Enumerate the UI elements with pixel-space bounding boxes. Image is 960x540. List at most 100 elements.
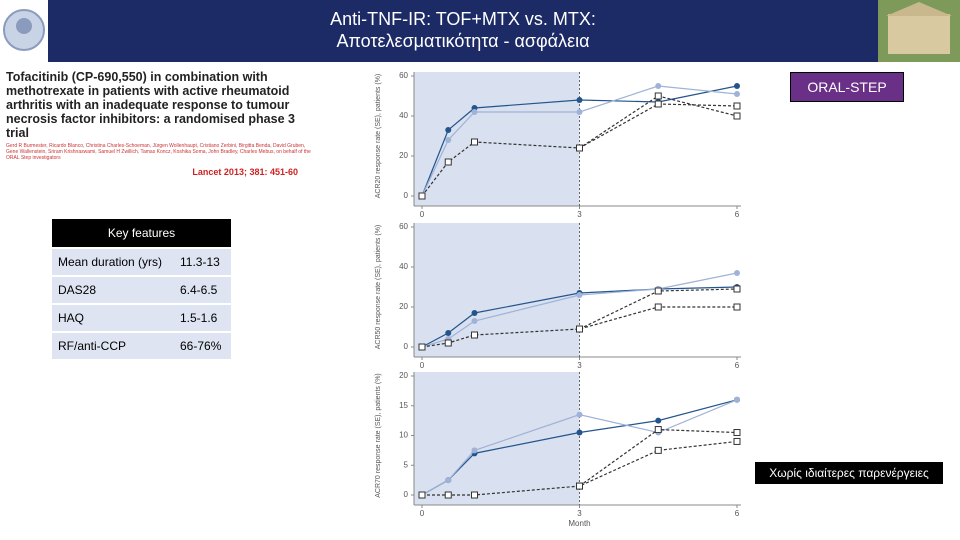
point xyxy=(654,426,662,434)
article-citation: Lancet 2013; 381: 451-60 xyxy=(192,167,298,177)
point xyxy=(733,112,741,120)
series-line xyxy=(421,95,738,197)
logo-right xyxy=(878,0,960,62)
x-tick-label: 3 xyxy=(577,210,582,219)
header-title: Αποτελεσματικότητα - ασφάλεια xyxy=(336,31,590,51)
point xyxy=(576,325,583,333)
table-row: HAQ 1.5-1.6 xyxy=(52,305,231,331)
point xyxy=(471,109,478,115)
y-tick-label: 10 xyxy=(399,431,408,440)
point xyxy=(733,429,741,437)
point xyxy=(471,447,478,454)
series-line xyxy=(421,85,738,197)
point xyxy=(576,482,583,490)
header-title: Anti-TNF-IR: TOF+MTX vs. MTX: xyxy=(330,9,596,29)
x-tick-label: 3 xyxy=(577,361,582,370)
y-tick-label: 15 xyxy=(399,401,408,410)
point xyxy=(418,192,426,200)
point xyxy=(655,417,662,424)
article: Tofacitinib (CP-690,550) in combination … xyxy=(6,70,316,177)
x-tick-label: 0 xyxy=(420,210,425,219)
point xyxy=(576,292,583,298)
x-tick-label: 6 xyxy=(735,210,740,219)
y-tick-label: 20 xyxy=(399,151,408,160)
y-axis-label: ACR20 response rate (SE), patients (%) xyxy=(375,74,382,199)
series-line xyxy=(579,428,738,487)
point xyxy=(576,429,583,436)
header: Anti-TNF-IR: TOF+MTX vs. MTX: Αποτελεσμα… xyxy=(48,0,878,62)
x-tick-label: 0 xyxy=(420,361,425,370)
x-tick-label: 0 xyxy=(420,509,425,518)
article-authors: Gerd R Burmester, Ricardo Blanco, Christ… xyxy=(6,143,311,161)
point xyxy=(654,446,662,454)
y-tick-label: 0 xyxy=(404,191,409,200)
x-tick-label: 6 xyxy=(735,361,740,370)
point xyxy=(734,396,740,403)
y-tick-label: 20 xyxy=(399,371,408,380)
point xyxy=(734,91,740,97)
table-value: 1.5-1.6 xyxy=(174,305,231,331)
y-tick-label: 40 xyxy=(399,262,408,271)
point xyxy=(734,83,740,89)
table-row: RF/anti-CCP 66-76% xyxy=(52,333,231,359)
plot-shade xyxy=(414,223,580,357)
point xyxy=(576,144,583,152)
point xyxy=(445,127,452,133)
key-features-table: Key features Mean duration (yrs) 11.3-13 D… xyxy=(52,217,231,361)
point xyxy=(418,491,426,499)
plot-shade xyxy=(414,72,580,206)
point xyxy=(733,437,741,445)
badge: ORAL-STEP xyxy=(790,72,904,102)
point xyxy=(654,92,662,100)
series-line xyxy=(421,306,737,348)
point xyxy=(654,287,662,295)
series-line xyxy=(421,85,738,197)
point xyxy=(576,109,583,115)
x-tick-label: 3 xyxy=(577,509,582,518)
point xyxy=(655,83,662,89)
point xyxy=(471,331,478,339)
table-label: Mean duration (yrs) xyxy=(52,249,174,275)
point xyxy=(444,491,452,499)
point xyxy=(654,303,662,311)
table-row: Mean duration (yrs) 11.3-13 xyxy=(52,249,231,275)
table-value: 6.4-6.5 xyxy=(174,277,231,303)
point xyxy=(471,491,478,499)
y-tick-label: 40 xyxy=(399,111,408,120)
note: Χωρίς ιδιαίτερες παρενέργειες xyxy=(755,462,943,484)
point xyxy=(576,97,583,103)
point xyxy=(654,100,662,108)
table-label: HAQ xyxy=(52,305,174,331)
table-value: 66-76% xyxy=(174,333,231,359)
point xyxy=(733,102,741,110)
x-axis-label: Month xyxy=(568,519,590,528)
point xyxy=(444,339,452,347)
point xyxy=(444,158,452,166)
table-value: 11.3-13 xyxy=(174,249,231,275)
point xyxy=(576,411,583,418)
point xyxy=(734,270,740,276)
table-label: RF/anti-CCP xyxy=(52,333,174,359)
point xyxy=(445,330,452,336)
y-tick-label: 0 xyxy=(404,490,409,499)
series-line xyxy=(421,399,738,496)
point xyxy=(445,137,452,143)
logo-left xyxy=(3,9,45,51)
point xyxy=(471,310,478,316)
table-header: Key features xyxy=(52,219,231,247)
series-line xyxy=(422,440,738,496)
y-tick-label: 60 xyxy=(399,71,408,80)
point xyxy=(471,138,478,146)
y-tick-label: 0 xyxy=(404,342,409,351)
x-tick-label: 6 xyxy=(735,509,740,518)
y-tick-label: 20 xyxy=(399,302,408,311)
point xyxy=(445,477,452,484)
article-title: Tofacitinib (CP-690,550) in combination … xyxy=(6,70,295,140)
series-line xyxy=(421,272,738,348)
point xyxy=(733,285,741,293)
table-label: DAS28 xyxy=(52,277,174,303)
y-axis-label: ACR50 response rate (SE), patients (%) xyxy=(375,225,382,350)
y-tick-label: 5 xyxy=(404,460,409,469)
